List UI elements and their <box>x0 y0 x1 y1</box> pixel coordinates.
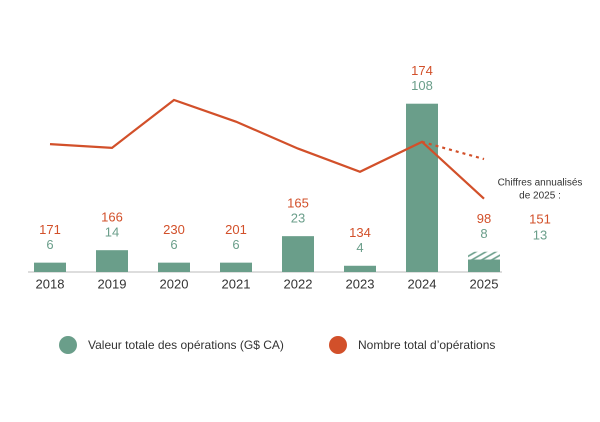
line-value-label: 166 <box>101 210 123 225</box>
x-tick-label: 2024 <box>408 276 437 291</box>
line-value-label: 230 <box>163 222 185 237</box>
bar-value-label: 14 <box>105 225 119 240</box>
x-tick-label: 2021 <box>222 276 251 291</box>
annualized-bar-label: 13 <box>533 227 547 242</box>
bar <box>406 103 438 272</box>
bar <box>158 262 190 272</box>
line-value-label: 171 <box>39 222 61 237</box>
legend-swatch <box>59 336 77 354</box>
bar-value-label: 6 <box>170 237 177 252</box>
bar <box>282 236 314 272</box>
legend-swatch <box>329 336 347 354</box>
bar <box>220 262 252 272</box>
bar-value-label: 23 <box>291 211 305 226</box>
line-value-label: 174 <box>411 63 433 78</box>
bar-value-label: 6 <box>46 237 53 252</box>
bar <box>96 250 128 272</box>
legend-label: Valeur totale des opérations (G$ CA) <box>88 338 284 352</box>
bar <box>468 259 500 272</box>
bar-value-label: 8 <box>480 226 487 241</box>
line-value-label: 134 <box>349 225 371 240</box>
legend-label: Nombre total d’opérations <box>358 338 495 352</box>
line-value-label: 201 <box>225 222 247 237</box>
bar-value-label: 4 <box>356 240 363 255</box>
line <box>49 98 485 200</box>
x-tick-label: 2019 <box>98 276 127 291</box>
x-tick-label: 2025 <box>470 276 499 291</box>
bar-value-label: 6 <box>232 237 239 252</box>
line-value-label: 98 <box>477 211 491 226</box>
annotation: Chiffres annualisés <box>498 178 583 189</box>
x-tick-label: 2022 <box>284 276 313 291</box>
annotation: de 2025 : <box>519 191 561 202</box>
x-tick-label: 2020 <box>160 276 189 291</box>
bar <box>34 262 66 272</box>
x-tick-label: 2023 <box>346 276 375 291</box>
x-tick-label: 2018 <box>36 276 65 291</box>
bar <box>344 265 376 272</box>
bar-value-label: 108 <box>411 78 433 93</box>
line-value-label: 165 <box>287 196 309 211</box>
annualized-line-label: 151 <box>529 211 551 226</box>
